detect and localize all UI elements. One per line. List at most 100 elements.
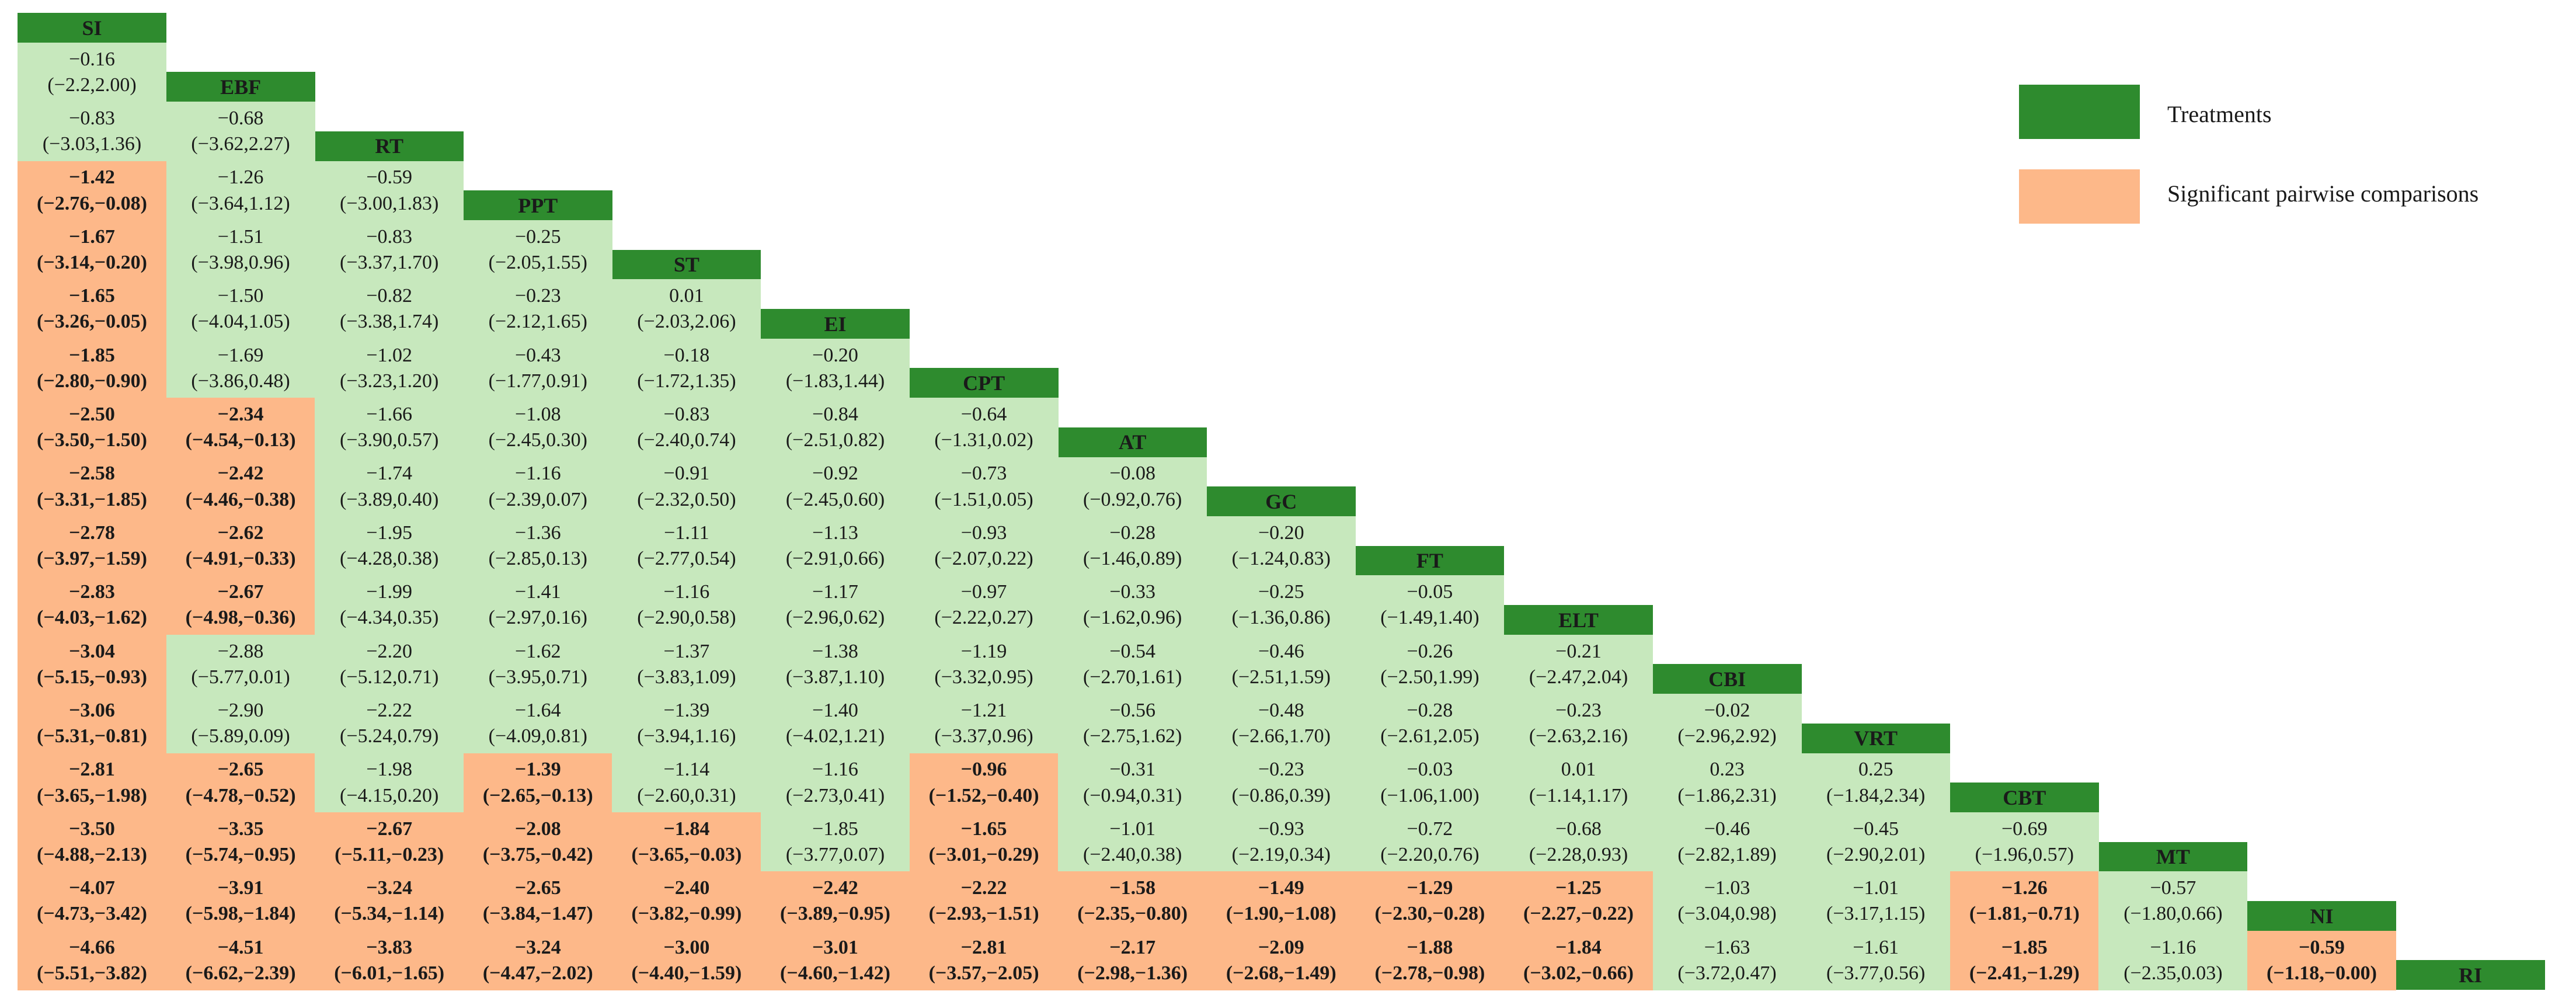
- comparison-cell: −4.07 (−4.73,−3.42): [18, 871, 166, 931]
- effect-estimate: −1.14: [663, 759, 710, 781]
- confidence-interval: (−1.36,0.86): [1231, 607, 1331, 629]
- effect-estimate: 0.01: [669, 285, 704, 307]
- confidence-interval: (−5.34,−1.14): [334, 903, 445, 925]
- confidence-interval: (−5.15,−0.93): [37, 666, 147, 688]
- comparison-cell: −1.21 (−3.37,0.96): [909, 694, 1059, 754]
- effect-estimate: −0.08: [1109, 462, 1156, 485]
- effect-estimate: −1.26: [217, 166, 264, 189]
- confidence-interval: (−3.84,−1.47): [482, 903, 593, 925]
- comparison-cell: −2.50 (−3.50,−1.50): [18, 398, 166, 458]
- confidence-interval: (−3.04,0.98): [1677, 903, 1777, 925]
- confidence-interval: (−4.73,−3.42): [37, 903, 147, 925]
- comparison-cell: −2.81 (−3.65,−1.98): [18, 753, 166, 813]
- confidence-interval: (−3.64,1.12): [191, 192, 290, 214]
- effect-estimate: −0.28: [1407, 699, 1453, 721]
- confidence-interval: (−3.87,1.10): [785, 666, 885, 688]
- comparison-cell: −1.64 (−4.09,0.81): [463, 694, 612, 754]
- effect-estimate: −0.82: [366, 285, 413, 307]
- effect-estimate: −2.22: [960, 877, 1007, 899]
- comparison-cell: −1.84 (−3.02,−0.66): [1504, 930, 1653, 990]
- comparison-cell: −2.42 (−4.46,−0.38): [166, 457, 315, 517]
- confidence-interval: (−5.12,0.71): [340, 666, 439, 688]
- confidence-interval: (−5.11,−0.23): [335, 843, 444, 865]
- comparison-cell: −1.02 (−3.23,1.20): [315, 338, 464, 398]
- comparison-cell: −0.56 (−2.75,1.62): [1058, 694, 1207, 754]
- confidence-interval: (−4.04,1.05): [191, 311, 290, 333]
- comparison-cell: −0.83 (−2.40,0.74): [612, 398, 761, 458]
- comparison-cell: −1.25 (−2.27,−0.22): [1504, 871, 1653, 931]
- comparison-cell: −3.24 (−5.34,−1.14): [315, 871, 464, 931]
- confidence-interval: (−1.14,1.17): [1529, 784, 1628, 806]
- effect-estimate: −1.39: [663, 699, 710, 721]
- effect-estimate: −0.59: [2299, 936, 2345, 958]
- confidence-interval: (−2.40,0.74): [637, 429, 736, 451]
- confidence-interval: (−2.98,−1.36): [1077, 962, 1188, 984]
- comparison-cell: −0.45 (−2.90,2.01): [1801, 812, 1951, 872]
- effect-estimate: 0.01: [1561, 759, 1596, 781]
- confidence-interval: (−4.54,−0.13): [185, 429, 296, 451]
- effect-estimate: −1.84: [663, 818, 710, 840]
- comparison-cell: −0.83 (−3.03,1.36): [18, 102, 166, 162]
- confidence-interval: (−1.96,0.57): [1975, 843, 2074, 865]
- treatment-cell-st: ST: [612, 249, 761, 280]
- effect-estimate: −1.64: [514, 699, 561, 721]
- effect-estimate: −3.01: [812, 936, 858, 958]
- confidence-interval: (−1.51,0.05): [934, 488, 1033, 510]
- treatment-cell-cpt: CPT: [909, 368, 1059, 398]
- effect-estimate: −0.93: [960, 521, 1007, 544]
- comparison-cell: −1.41 (−2.97,0.16): [463, 575, 612, 635]
- effect-estimate: 0.23: [1710, 759, 1745, 781]
- confidence-interval: (−0.86,0.39): [1231, 784, 1331, 806]
- effect-estimate: −1.21: [960, 699, 1007, 721]
- confidence-interval: (−2.47,2.04): [1529, 666, 1628, 688]
- effect-estimate: −2.50: [69, 403, 115, 425]
- effect-estimate: −0.16: [69, 48, 115, 70]
- confidence-interval: (−2.68,−1.49): [1226, 962, 1336, 984]
- effect-estimate: −0.25: [514, 225, 561, 248]
- comparison-cell: −1.65 (−3.01,−0.29): [909, 812, 1059, 872]
- effect-estimate: −2.65: [514, 877, 561, 899]
- effect-estimate: −1.36: [514, 521, 561, 544]
- confidence-interval: (−3.95,0.71): [488, 666, 587, 688]
- comparison-cell: −1.49 (−1.90,−1.08): [1206, 871, 1356, 931]
- confidence-interval: (−1.90,−1.08): [1226, 903, 1336, 925]
- effect-estimate: −0.54: [1109, 640, 1156, 662]
- effect-estimate: −2.17: [1109, 936, 1156, 958]
- effect-estimate: −2.83: [69, 581, 115, 603]
- confidence-interval: (−2.61,2.05): [1380, 725, 1480, 747]
- effect-estimate: −1.39: [514, 759, 561, 781]
- confidence-interval: (−0.94,0.31): [1083, 784, 1182, 806]
- comparison-cell: −0.83 (−3.37,1.70): [315, 220, 464, 280]
- effect-estimate: −0.96: [960, 759, 1007, 781]
- effect-estimate: −1.42: [69, 166, 115, 189]
- effect-estimate: −1.13: [812, 521, 858, 544]
- confidence-interval: (−4.98,−0.36): [185, 607, 296, 629]
- effect-estimate: −0.03: [1407, 759, 1453, 781]
- effect-estimate: −0.23: [1258, 759, 1304, 781]
- effect-estimate: −1.65: [69, 285, 115, 307]
- confidence-interval: (−2.2,2.00): [47, 74, 137, 96]
- confidence-interval: (−2.96,2.92): [1677, 725, 1777, 747]
- confidence-interval: (−5.74,−0.95): [185, 843, 296, 865]
- confidence-interval: (−1.81,−0.71): [1969, 903, 2080, 925]
- confidence-interval: (−2.41,−1.29): [1969, 962, 2080, 984]
- effect-estimate: −1.49: [1258, 877, 1304, 899]
- confidence-interval: (−3.97,−1.59): [37, 547, 147, 569]
- confidence-interval: (−2.93,−1.51): [928, 903, 1039, 925]
- effect-estimate: −1.88: [1407, 936, 1453, 958]
- confidence-interval: (−4.47,−2.02): [482, 962, 593, 984]
- effect-estimate: −0.97: [960, 581, 1007, 603]
- effect-estimate: −4.66: [69, 936, 115, 958]
- confidence-interval: (−2.78,−0.98): [1374, 962, 1485, 984]
- legend-label-treatments: Treatments: [2167, 101, 2272, 127]
- effect-estimate: −3.35: [217, 818, 264, 840]
- effect-estimate: −2.34: [217, 403, 264, 425]
- confidence-interval: (−3.65,−0.03): [631, 843, 742, 865]
- confidence-interval: (−2.91,0.66): [785, 547, 885, 569]
- comparison-cell: 0.01 (−1.14,1.17): [1504, 753, 1653, 813]
- effect-estimate: −2.88: [217, 640, 264, 662]
- comparison-cell: −2.20 (−5.12,0.71): [315, 634, 464, 694]
- comparison-cell: −1.38 (−3.87,1.10): [761, 634, 910, 694]
- comparison-cell: −1.84 (−3.65,−0.03): [612, 812, 761, 872]
- effect-estimate: −3.24: [366, 877, 413, 899]
